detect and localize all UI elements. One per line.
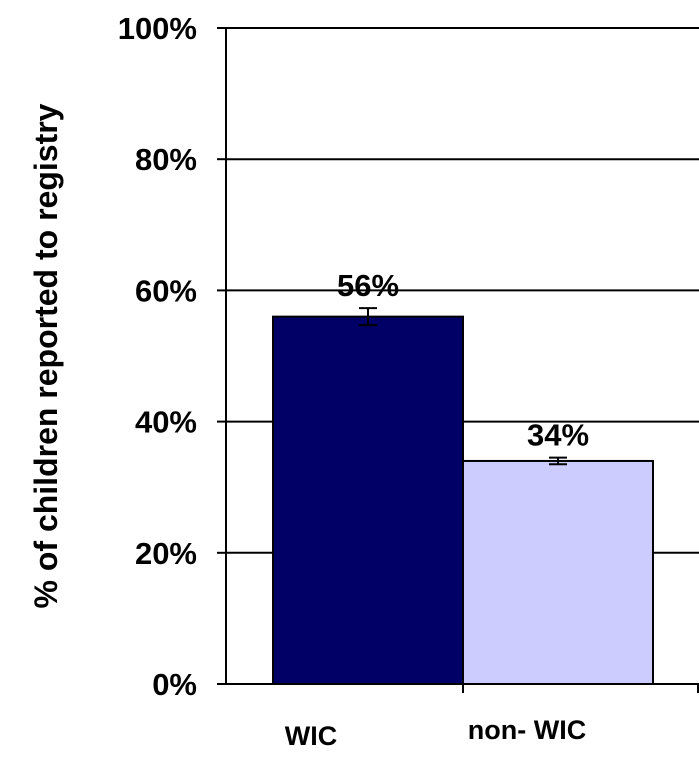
- data-label: 34%: [527, 418, 589, 453]
- data-label: 56%: [337, 268, 399, 303]
- y-tick-label: 40%: [135, 405, 197, 440]
- y-tick-label: 20%: [135, 536, 197, 571]
- x-axis-labels: WIC non- WIC: [285, 715, 586, 751]
- y-tick-label: 0%: [152, 667, 197, 702]
- bars: [272, 315, 654, 685]
- data-labels: 56% 34%: [337, 268, 589, 453]
- x-tick-label: non- WIC: [468, 715, 586, 745]
- y-tick-label: 100%: [118, 11, 197, 46]
- y-tick-label: 60%: [135, 273, 197, 308]
- y-tick-label: 80%: [135, 142, 197, 177]
- x-tick-label: WIC: [285, 721, 337, 751]
- y-axis: 0% 20% 40% 60% 80% 100%: [118, 11, 699, 702]
- bar-non-wic: [462, 459, 654, 685]
- bar-wic: [272, 315, 464, 685]
- error-bars: [359, 307, 567, 466]
- y-axis-title: % of children reported to registry: [28, 103, 64, 608]
